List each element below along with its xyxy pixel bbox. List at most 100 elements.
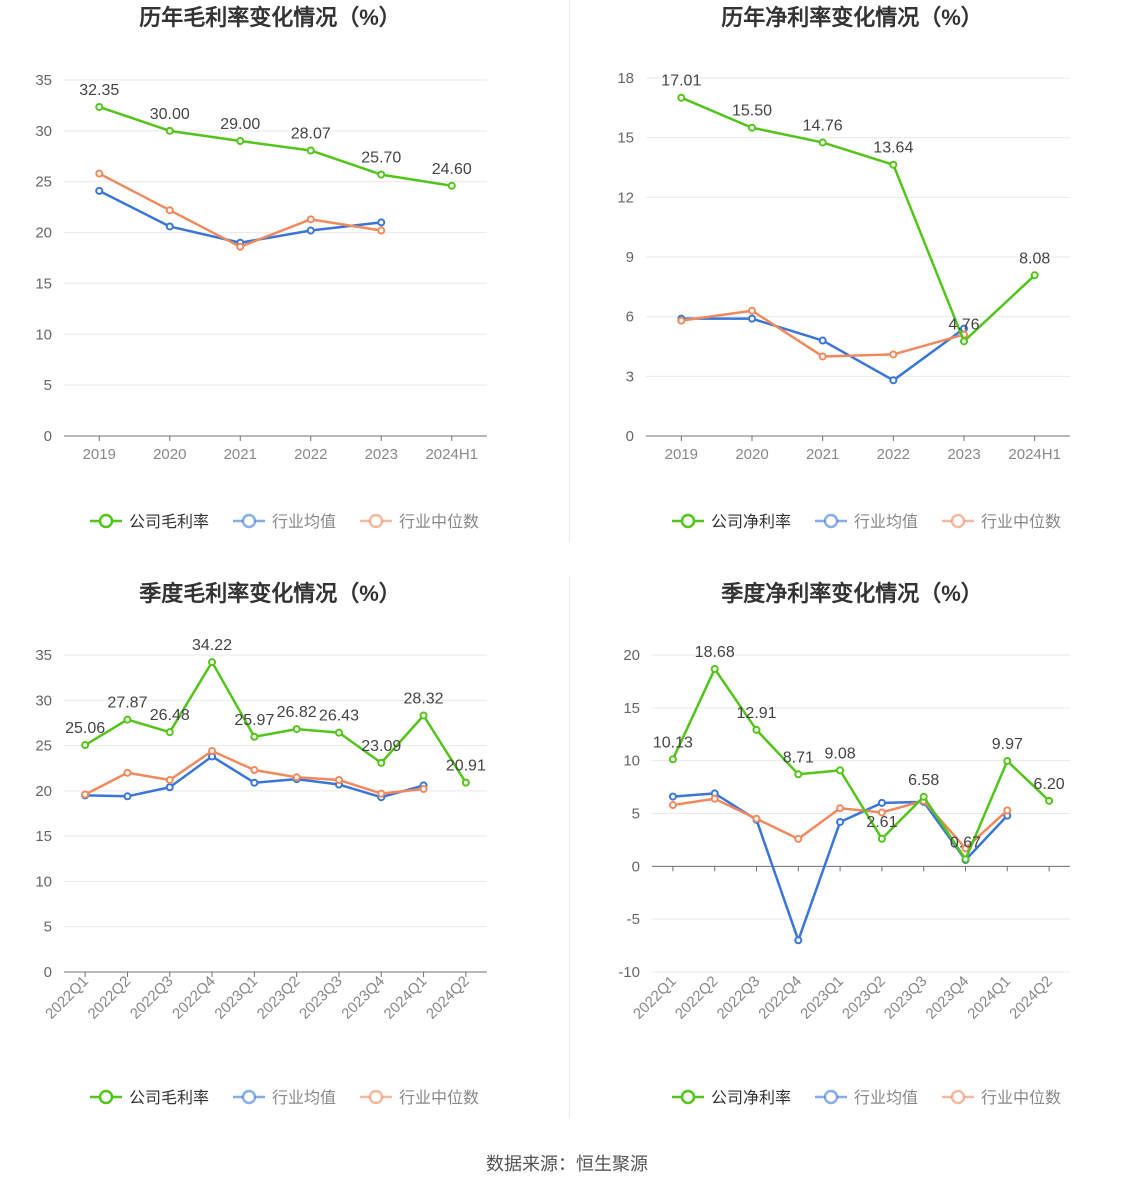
- data-label: 18.68: [695, 644, 735, 661]
- x-tick-label: 2022Q2: [672, 973, 722, 1023]
- x-tick-label: 2023Q3: [881, 973, 931, 1023]
- data-point: [961, 855, 970, 864]
- y-tick-label: 0: [44, 964, 52, 981]
- data-point: [95, 186, 104, 195]
- x-tick-label: 2023Q2: [254, 973, 304, 1023]
- y-tick-label: 15: [623, 700, 640, 717]
- data-point: [81, 741, 90, 750]
- data-point: [1045, 796, 1054, 805]
- data-label: 9.97: [992, 736, 1023, 753]
- legend-item-3[interactable]: 行业中位数: [942, 513, 1061, 531]
- data-label: 29.00: [220, 116, 260, 133]
- data-label: 26.82: [277, 704, 317, 721]
- data-point: [236, 242, 245, 251]
- data-point: [165, 728, 174, 737]
- legend-label: 行业均值: [854, 1089, 918, 1107]
- data-point: [889, 160, 898, 169]
- y-tick-label: 15: [617, 130, 634, 147]
- data-point: [668, 801, 677, 810]
- data-point: [165, 126, 174, 135]
- data-label: 25.06: [65, 720, 105, 737]
- data-label: 17.01: [661, 73, 701, 90]
- y-tick-label: 0: [632, 858, 640, 875]
- data-label: 26.48: [150, 707, 190, 724]
- y-tick-label: 5: [632, 806, 640, 823]
- x-tick-label: 2023Q3: [296, 973, 346, 1023]
- data-label: 8.08: [1019, 250, 1050, 267]
- y-tick-label: 15: [35, 275, 52, 292]
- legend-label: 公司毛利率: [129, 513, 209, 531]
- data-point: [668, 792, 677, 801]
- legend-item-3[interactable]: 行业中位数: [360, 513, 479, 531]
- legend-item-1[interactable]: 公司净利率: [672, 1089, 791, 1107]
- y-tick-label: 12: [617, 189, 634, 206]
- data-point: [1030, 271, 1039, 280]
- legend-label: 行业中位数: [399, 513, 479, 531]
- legend-label: 行业中位数: [399, 1089, 479, 1107]
- data-point: [1003, 756, 1012, 765]
- legend-item-2[interactable]: 行业均值: [233, 1089, 336, 1107]
- x-tick-label: 2022Q4: [169, 973, 219, 1023]
- data-point: [377, 218, 386, 227]
- y-tick-label: 10: [623, 753, 640, 770]
- data-point: [165, 206, 174, 215]
- data-label: 25.97: [234, 712, 274, 729]
- legend-item-3[interactable]: 行业中位数: [360, 1089, 479, 1107]
- data-source-note: 数据来源：恒生聚源: [486, 1154, 648, 1174]
- data-point: [165, 775, 174, 784]
- data-label: 32.35: [79, 82, 119, 99]
- data-label: 14.76: [803, 117, 843, 134]
- data-point: [877, 808, 886, 817]
- legend-marker-icon: [680, 1089, 696, 1105]
- data-point: [836, 817, 845, 826]
- data-point: [710, 664, 719, 673]
- data-point: [334, 775, 343, 784]
- data-point: [877, 834, 886, 843]
- x-tick-label: 2024Q1: [381, 973, 431, 1023]
- legend-item-2[interactable]: 行业均值: [815, 1089, 918, 1107]
- chart-panel-4: 季度净利率变化情况（%）-10-5051015202022Q12022Q2202…: [618, 581, 1070, 1107]
- data-point: [668, 755, 677, 764]
- data-point: [419, 711, 428, 720]
- data-label: 6.20: [1034, 776, 1065, 793]
- x-tick-label: 2022: [877, 446, 910, 463]
- x-tick-label: 2021: [224, 446, 257, 463]
- data-label: 23.09: [361, 738, 401, 755]
- data-point: [95, 102, 104, 111]
- y-tick-label: 30: [35, 692, 52, 709]
- data-point: [752, 725, 761, 734]
- data-label: 6.58: [908, 772, 939, 789]
- legend-label: 公司毛利率: [129, 1089, 209, 1107]
- data-label: 13.64: [873, 140, 913, 157]
- data-point: [377, 226, 386, 235]
- y-tick-label: 25: [35, 738, 52, 755]
- data-point: [165, 222, 174, 231]
- data-label: 34.22: [192, 637, 232, 654]
- legend-item-3[interactable]: 行业中位数: [942, 1089, 1061, 1107]
- series-line-1: [98, 105, 452, 188]
- legend-item-2[interactable]: 行业均值: [233, 513, 336, 531]
- legend-item-1[interactable]: 公司毛利率: [90, 513, 209, 531]
- data-point: [818, 352, 827, 361]
- data-point: [794, 936, 803, 945]
- chart-title: 季度毛利率变化情况（%）: [139, 581, 401, 606]
- y-tick-label: 5: [44, 919, 52, 936]
- x-tick-label: 2024H1: [1008, 446, 1061, 463]
- y-tick-label: 5: [44, 377, 52, 394]
- legend-item-1[interactable]: 公司净利率: [672, 513, 791, 531]
- data-label: 2.61: [866, 814, 897, 831]
- data-point: [292, 773, 301, 782]
- data-label: 4.76: [948, 316, 979, 333]
- data-point: [95, 169, 104, 178]
- legend-item-1[interactable]: 公司毛利率: [90, 1089, 209, 1107]
- x-tick-label: 2024Q1: [964, 973, 1014, 1023]
- x-tick-label: 2023Q1: [211, 973, 261, 1023]
- x-tick-label: 2023Q4: [923, 973, 973, 1023]
- data-point: [752, 814, 761, 823]
- data-point: [748, 314, 756, 323]
- data-point: [123, 715, 132, 724]
- legend-item-2[interactable]: 行业均值: [815, 513, 918, 531]
- legend-marker-icon: [98, 1089, 114, 1105]
- chart-panel-3: 季度毛利率变化情况（%）051015202530352022Q12022Q220…: [35, 581, 487, 1107]
